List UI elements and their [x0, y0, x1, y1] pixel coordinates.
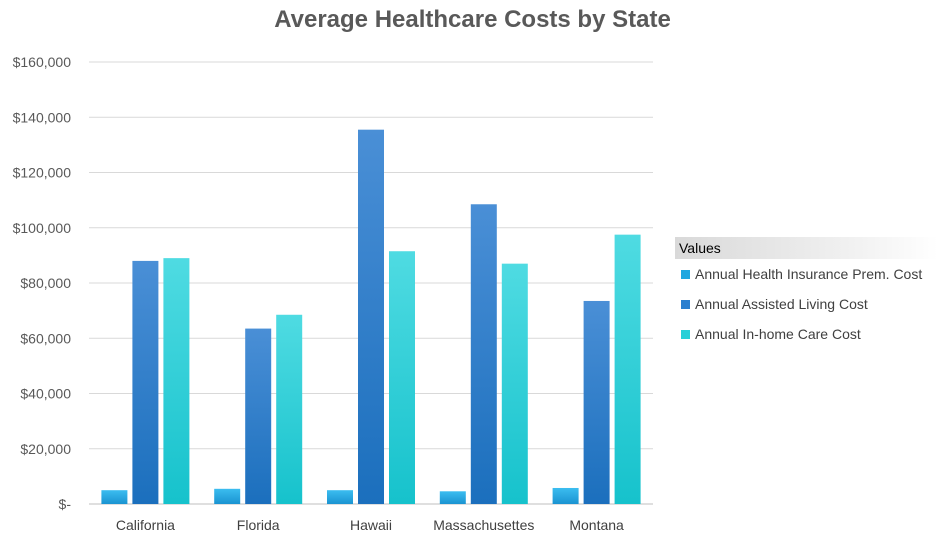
bar	[552, 487, 579, 504]
legend-swatch	[681, 269, 690, 279]
legend-label: Annual Health Insurance Prem. Cost	[695, 266, 923, 282]
x-tick-label: California	[116, 517, 175, 533]
legend-swatch	[681, 299, 690, 309]
chart-title: Average Healthcare Costs by State	[274, 6, 671, 33]
x-tick-label: Florida	[237, 517, 280, 533]
bar	[245, 328, 272, 504]
bars	[101, 129, 641, 505]
x-tick-label: Hawaii	[350, 517, 392, 533]
y-tick-label: $140,000	[13, 109, 72, 125]
legend-item: Annual Assisted Living Cost	[681, 289, 938, 319]
y-tick-label: $160,000	[13, 54, 72, 70]
x-tick-label: Montana	[569, 517, 624, 533]
bar	[358, 129, 384, 504]
legend-swatch	[681, 329, 690, 339]
y-tick-label: $80,000	[20, 275, 71, 291]
legend-item: Annual Health Insurance Prem. Cost	[681, 259, 938, 289]
bar	[276, 314, 303, 504]
legend-items: Annual Health Insurance Prem. Cost Annual…	[675, 259, 938, 349]
x-tick-label: Massachusettes	[433, 517, 534, 533]
bar	[101, 490, 128, 504]
y-axis-ticks: $- $20,000 $40,000 $60,000 $80,000 $100,000 $1…	[13, 54, 72, 512]
y-tick-label: $120,000	[13, 165, 72, 181]
y-tick-label: $60,000	[20, 330, 71, 346]
legend-label: Annual Assisted Living Cost	[695, 296, 868, 312]
bar	[614, 234, 641, 504]
bar	[389, 251, 415, 504]
legend-item: Annual In-home Care Cost	[681, 319, 938, 349]
legend: Values Annual Health Insurance Prem. Cos…	[675, 237, 938, 349]
legend-title: Values	[675, 237, 938, 259]
bar	[470, 204, 497, 505]
y-tick-label: $100,000	[13, 220, 72, 236]
bar	[132, 260, 159, 504]
x-axis-ticks: California Florida Hawaii Massachusettes Mon…	[116, 517, 624, 533]
y-tick-label: $-	[59, 496, 72, 512]
bar	[501, 263, 528, 504]
bar	[583, 300, 610, 504]
bar	[439, 491, 466, 504]
bar	[214, 488, 241, 504]
legend-label: Annual In-home Care Cost	[695, 326, 861, 342]
y-tick-label: $20,000	[20, 441, 71, 457]
bar	[327, 490, 353, 504]
bar	[163, 258, 190, 504]
y-tick-label: $40,000	[20, 386, 71, 402]
